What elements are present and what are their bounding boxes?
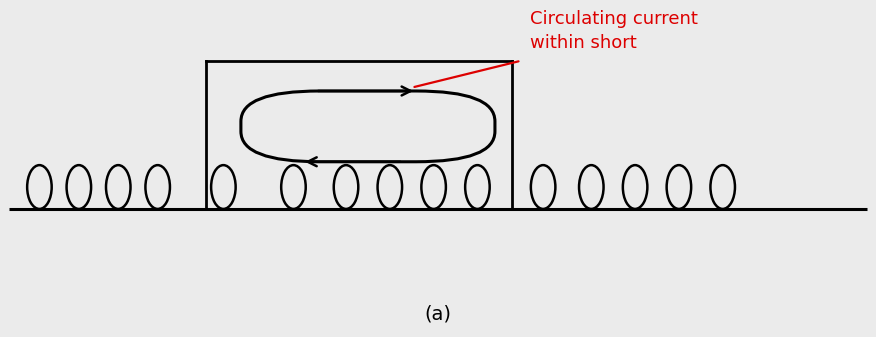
Bar	[208, 61, 511, 209]
Text: (a): (a)	[425, 305, 451, 324]
Text: Circulating current
within short: Circulating current within short	[530, 10, 698, 52]
